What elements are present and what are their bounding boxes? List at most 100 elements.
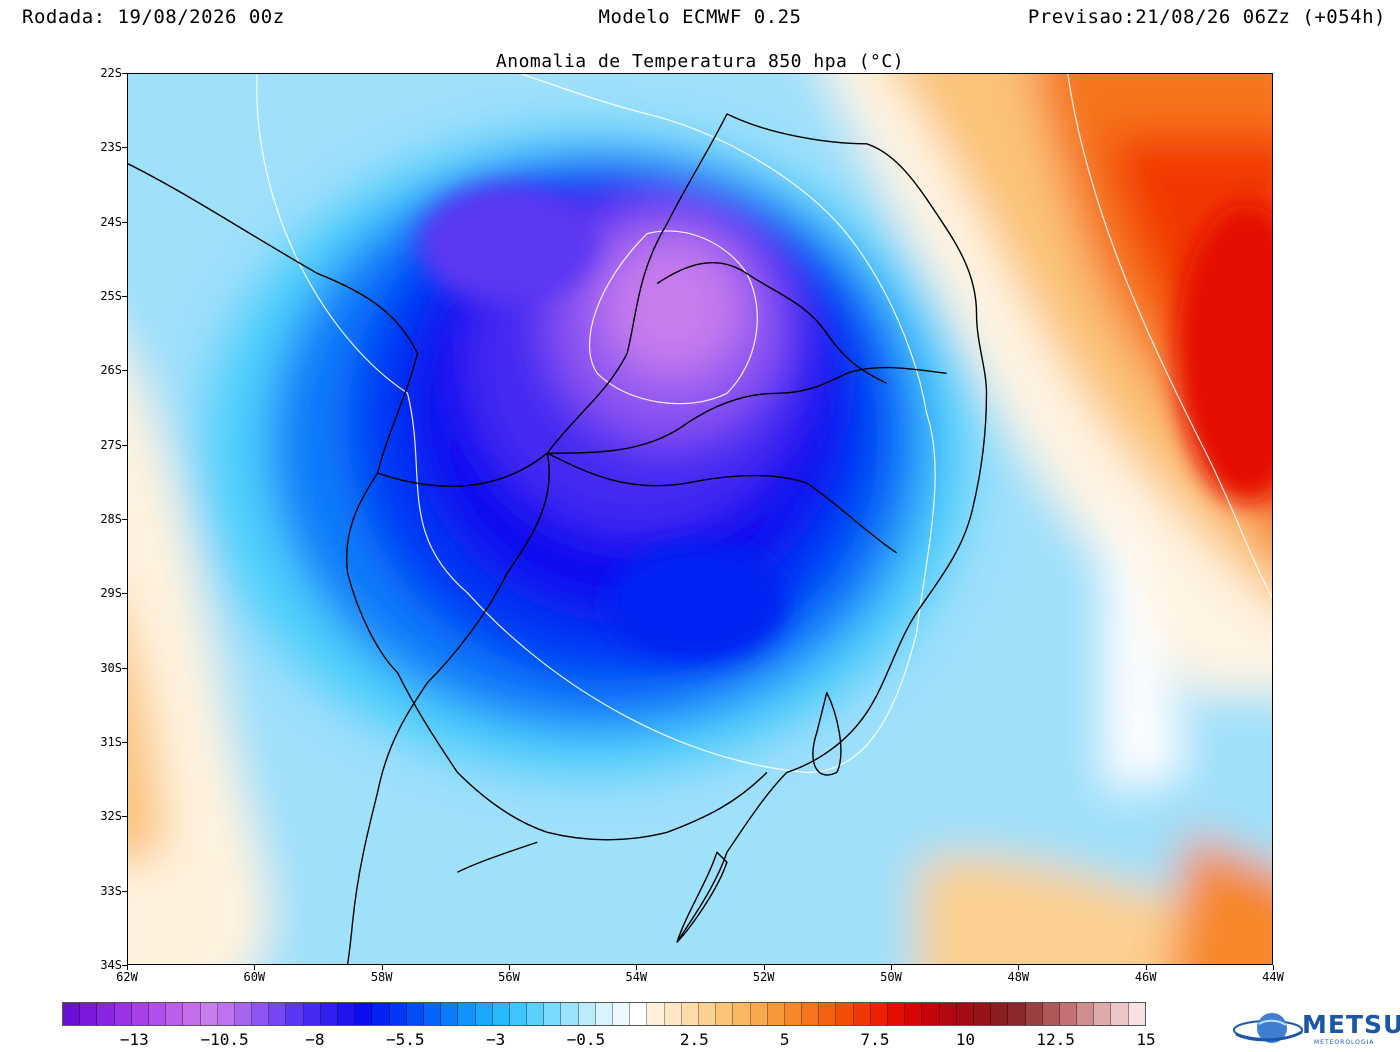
- latitude-label: 23S: [100, 140, 122, 155]
- colorbar-swatch: [423, 1003, 442, 1025]
- colorbar-swatch: [836, 1003, 854, 1025]
- state-border: [656, 261, 887, 384]
- colorbar-swatch: [286, 1003, 304, 1025]
- colorbar-swatch: [1008, 1003, 1026, 1025]
- colorbar-swatch: [698, 1003, 717, 1025]
- colorbar-swatch: [802, 1003, 820, 1025]
- forecast-time-label: Previsao:21/08/26 06Zz (+054h): [1027, 6, 1386, 28]
- temperature-anomaly-field: [128, 74, 1272, 964]
- longitude-tick: [763, 965, 765, 970]
- colorbar-label: −13: [119, 1030, 149, 1049]
- latitude-tick: [122, 593, 127, 595]
- longitude-tick: [891, 965, 892, 970]
- longitude-label: 56W: [498, 970, 520, 984]
- colorbar-swatch: [80, 1003, 98, 1025]
- latitude-label: 27S: [100, 437, 122, 452]
- colorbar-label: −0.5: [566, 1030, 606, 1049]
- river-outline: [457, 841, 538, 873]
- longitude-tick: [1145, 965, 1147, 970]
- colorbar-swatch: [1025, 1003, 1043, 1025]
- country-border: [128, 113, 728, 487]
- colorbar-swatch: [303, 1003, 321, 1025]
- colorbar-swatch: [492, 1003, 510, 1025]
- colorbar-swatch: [166, 1003, 184, 1025]
- colorbar-swatch: [509, 1003, 528, 1025]
- longitude-tick: [381, 965, 383, 970]
- anomaly-map: [127, 73, 1273, 965]
- colorbar-swatch: [458, 1003, 476, 1025]
- colorbar-swatch: [475, 1003, 493, 1025]
- colorbar-swatch: [784, 1003, 803, 1025]
- contour-line: [1067, 74, 1272, 598]
- latitude-tick: [122, 667, 127, 669]
- latitude-label: 31S: [100, 735, 122, 749]
- colorbar-swatch: [544, 1003, 562, 1025]
- anomaly-colorbar: [62, 1002, 1146, 1026]
- latitude-tick: [122, 370, 127, 372]
- latitude-label: 28S: [100, 512, 122, 526]
- colorbar-swatch: [681, 1003, 699, 1025]
- colorbar-swatch: [441, 1003, 459, 1025]
- boundaries: [128, 113, 988, 964]
- colorbar-label: 7.5: [860, 1030, 890, 1049]
- state-border: [546, 452, 898, 554]
- latitude-label: 30S: [100, 660, 122, 675]
- globe-icon: [1233, 1013, 1303, 1043]
- latitude-tick: [122, 73, 127, 74]
- latitude-label: 29S: [100, 586, 122, 601]
- colorbar-swatch: [905, 1003, 923, 1025]
- colorbar-swatch: [561, 1003, 579, 1025]
- colorbar-swatch: [733, 1003, 751, 1025]
- colorbar-swatch: [853, 1003, 871, 1025]
- latitude-tick: [122, 147, 127, 149]
- colorbar-swatch: [767, 1003, 785, 1025]
- lake-outline: [812, 691, 842, 776]
- colorbar-swatch: [973, 1003, 992, 1025]
- longitude-label: 60W: [243, 970, 266, 984]
- latitude-label: 22S: [100, 66, 122, 80]
- latitude-tick: [122, 221, 127, 223]
- coastline: [676, 393, 988, 943]
- colorbar-swatch: [97, 1003, 115, 1025]
- colorbar-label: 5: [779, 1030, 790, 1049]
- colorbar-swatch: [217, 1003, 235, 1025]
- colorbar-label: 10: [955, 1030, 975, 1049]
- latitude-tick: [122, 742, 127, 743]
- colorbar-swatch: [148, 1003, 167, 1025]
- longitude-label: 52W: [752, 970, 775, 984]
- colorbar-label: −5.5: [386, 1030, 425, 1049]
- logo-wordmark: METSUL: [1302, 1010, 1400, 1039]
- longitude-label: 46W: [1134, 970, 1157, 984]
- latitude-tick: [122, 965, 127, 966]
- colorbar-swatch: [613, 1003, 631, 1025]
- longitude-tick: [1273, 965, 1274, 970]
- colorbar-swatch: [922, 1003, 940, 1025]
- colorbar-label: 12.5: [1036, 1030, 1075, 1049]
- colorbar-swatch: [991, 1003, 1009, 1025]
- latitude-label: 26S: [100, 363, 122, 378]
- longitude-label: 58W: [370, 970, 393, 984]
- longitude-tick: [1018, 965, 1020, 970]
- country-border: [346, 453, 550, 964]
- colorbar-swatch: [578, 1003, 596, 1025]
- latitude-tick: [122, 519, 127, 520]
- longitude-label: 50W: [880, 970, 902, 984]
- longitude-tick: [636, 965, 638, 970]
- colorbar-swatch: [527, 1003, 545, 1025]
- model-label: Modelo ECMWF 0.25: [598, 6, 802, 28]
- colorbar-swatch: [595, 1003, 613, 1025]
- longitude-tick: [254, 965, 256, 970]
- colorbar-swatch: [1042, 1003, 1060, 1025]
- colorbar-swatch: [131, 1003, 149, 1025]
- colorbar-swatch: [1111, 1003, 1129, 1025]
- colorbar-swatch: [63, 1003, 81, 1025]
- colorbar-swatch: [200, 1003, 218, 1025]
- colorbar-swatch: [819, 1003, 837, 1025]
- colorbar-swatch: [320, 1003, 338, 1025]
- colorbar-label: −3: [485, 1030, 506, 1049]
- latitude-label: 33S: [100, 883, 122, 898]
- colorbar-label: −8: [305, 1030, 325, 1049]
- latitude-label: 34S: [100, 958, 122, 972]
- latitude-tick: [122, 890, 127, 892]
- longitude-tick: [127, 965, 128, 970]
